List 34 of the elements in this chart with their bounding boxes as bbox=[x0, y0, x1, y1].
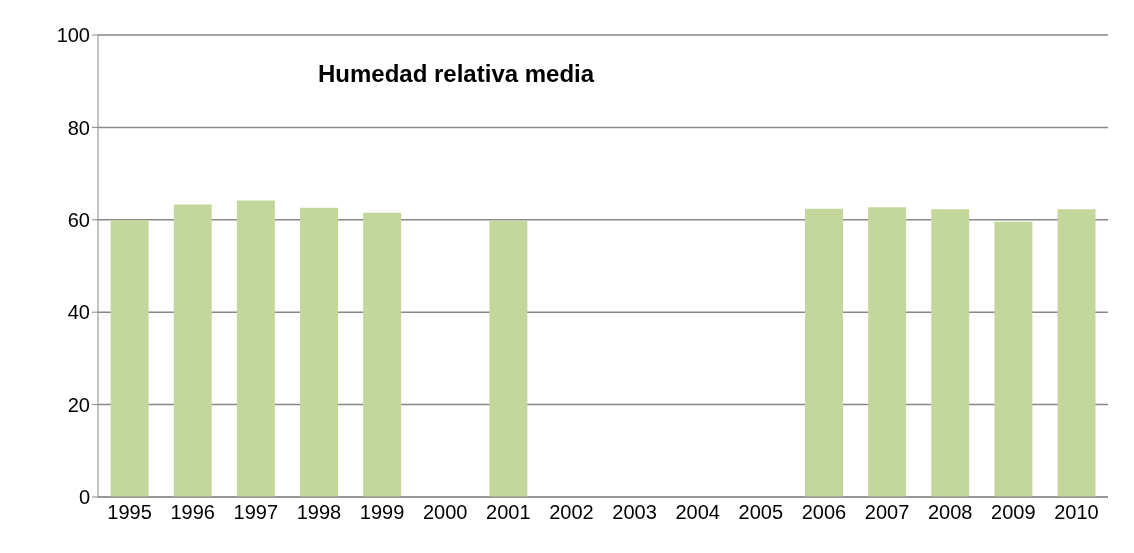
text: Humedad relativa media bbox=[318, 60, 595, 88]
bar bbox=[1057, 209, 1096, 497]
bar bbox=[868, 207, 907, 497]
bar bbox=[805, 208, 843, 497]
x-tick-label: 2000 bbox=[422, 501, 468, 524]
bar bbox=[363, 212, 402, 497]
x-tick-label: 2010 bbox=[1054, 501, 1099, 524]
x-tick-label: 1998 bbox=[296, 501, 342, 524]
bar bbox=[994, 221, 1033, 497]
bar bbox=[300, 207, 338, 497]
y-tick-label: 40 bbox=[67, 301, 90, 324]
x-tick-label: 2007 bbox=[864, 501, 910, 524]
y-tick-label: 20 bbox=[67, 393, 90, 416]
bar bbox=[110, 220, 149, 497]
x-tick-label: 2005 bbox=[738, 501, 784, 524]
x-tick-label: 2004 bbox=[675, 501, 720, 524]
x-tick-label: 2008 bbox=[927, 501, 973, 524]
x-tick-label: 2006 bbox=[801, 501, 847, 524]
bar bbox=[173, 204, 212, 497]
bar bbox=[931, 209, 970, 497]
x-tick-label: 1999 bbox=[359, 501, 405, 524]
bar bbox=[236, 200, 275, 497]
y-tick-label: 0 bbox=[78, 486, 90, 509]
y-tick-label: 100 bbox=[56, 24, 90, 47]
x-tick-label: 2001 bbox=[486, 501, 531, 524]
y-tick-label: 60 bbox=[67, 208, 90, 231]
x-tick-label: 1997 bbox=[233, 501, 279, 524]
x-tick-label: 2009 bbox=[991, 501, 1036, 524]
x-tick-label: 1996 bbox=[170, 501, 215, 524]
x-tick-label: 2002 bbox=[549, 501, 594, 524]
y-tick-label: 80 bbox=[67, 116, 90, 139]
x-tick-label: 2003 bbox=[612, 501, 657, 524]
x-tick-label: 1995 bbox=[107, 501, 152, 524]
bar bbox=[489, 220, 528, 497]
